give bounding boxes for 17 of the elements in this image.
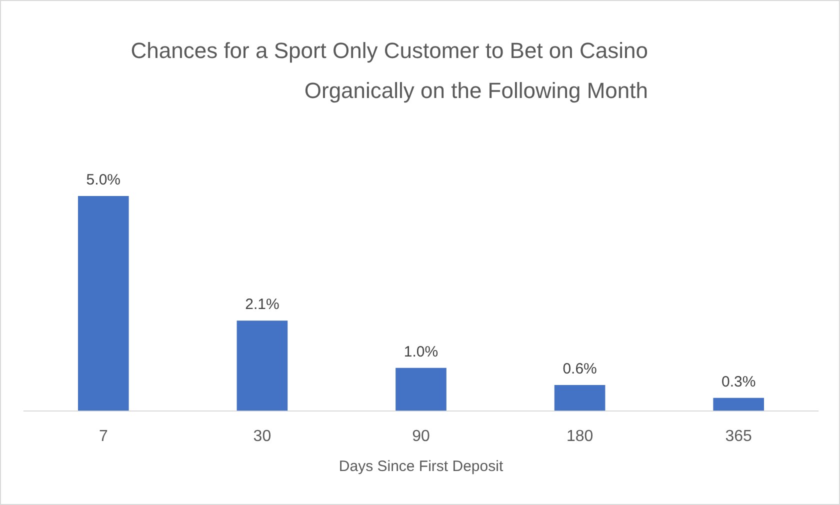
bar bbox=[236, 320, 288, 411]
x-tick-label: 30 bbox=[253, 428, 272, 445]
data-label: 2.1% bbox=[245, 296, 280, 314]
data-label: 5.0% bbox=[86, 172, 120, 189]
data-label: 1.0% bbox=[404, 343, 438, 360]
bar bbox=[554, 385, 606, 411]
x-axis-title: Days Since First Deposit bbox=[338, 458, 504, 476]
bar bbox=[713, 398, 764, 411]
x-tick-label: 90 bbox=[412, 428, 430, 445]
bar bbox=[78, 196, 129, 411]
chart-title: Chances for a Sport Only Customer to Bet on Casino Organically on the Following Month bbox=[130, 37, 648, 105]
data-label: 0.6% bbox=[562, 360, 597, 378]
bar bbox=[396, 368, 446, 411]
x-tick-label: 365 bbox=[725, 428, 752, 445]
data-label: 0.3% bbox=[722, 374, 756, 391]
x-tick-label: 7 bbox=[98, 428, 108, 445]
x-tick-label: 180 bbox=[566, 428, 594, 445]
